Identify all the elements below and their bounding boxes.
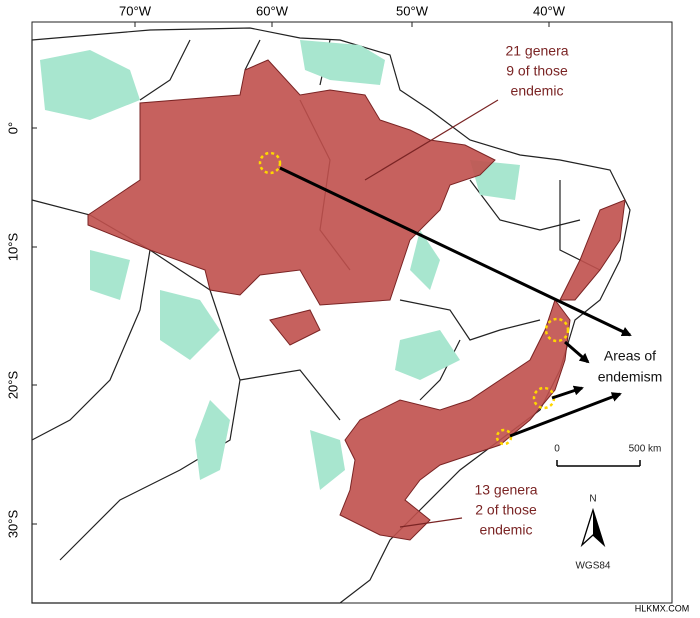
- latitude-label: 0°: [5, 122, 20, 134]
- south-annotation: 2 of those: [475, 502, 537, 518]
- scale-start: 0: [554, 444, 560, 455]
- north-annotation: 21 genera: [505, 43, 568, 59]
- north-arrow-half: [593, 510, 604, 545]
- longitude-label: 60°W: [256, 3, 289, 18]
- south-annotation: 13 genera: [474, 482, 537, 498]
- datum: WGS84: [575, 561, 610, 572]
- scale-end: 500 km: [629, 444, 662, 455]
- leader-lines: [364, 99, 499, 528]
- longitude-label: 70°W: [119, 3, 152, 18]
- longitude-label: 50°W: [396, 3, 429, 18]
- south-annotation: endemic: [480, 522, 533, 538]
- latitude-label: 30°S: [5, 510, 20, 539]
- red-regions: [87, 59, 626, 541]
- endemism-label: endemism: [598, 369, 663, 385]
- north-annotation: 9 of those: [506, 63, 568, 79]
- latitude-label: 10°S: [5, 233, 20, 262]
- latitude-label: 20°S: [5, 371, 20, 400]
- endemism-label: Areas of: [604, 348, 656, 364]
- watermark: HLKMX.COM: [635, 603, 690, 613]
- north-label: N: [589, 494, 596, 505]
- north-annotation: endemic: [511, 83, 564, 99]
- scale-bar: [556, 460, 641, 467]
- longitude-label: 40°W: [533, 3, 566, 18]
- arrows: [279, 166, 632, 438]
